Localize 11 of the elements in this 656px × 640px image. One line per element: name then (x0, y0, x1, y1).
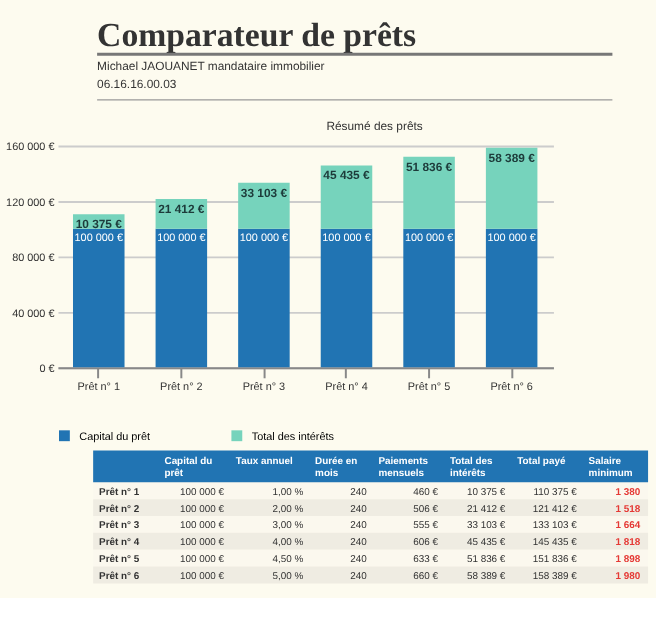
bar (485, 147, 538, 229)
bar (238, 228, 290, 368)
bar (155, 228, 208, 368)
bar (320, 165, 373, 229)
bar (238, 182, 290, 229)
bar (73, 228, 125, 368)
bar (485, 228, 538, 368)
bar (403, 156, 455, 229)
chart-title: Comparateur de prêts (97, 16, 418, 55)
bar (403, 228, 455, 368)
bar (320, 228, 373, 368)
